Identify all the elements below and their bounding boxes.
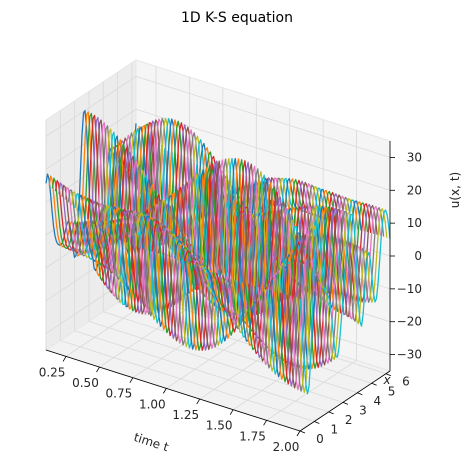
x-tick: [371, 382, 377, 386]
t-tick: [129, 377, 134, 383]
grid-line: [166, 328, 257, 389]
x-tick: [299, 430, 306, 434]
x-tick: [314, 421, 320, 424]
grid-line: [232, 349, 324, 411]
x-tick-label: 4: [373, 394, 381, 408]
u-axis-label: u(x, t): [448, 172, 462, 208]
x-axis-label: x: [382, 373, 391, 387]
t-axis-line: [45, 349, 301, 432]
u-tick-label: 20: [407, 183, 422, 197]
u-tick-label: −20: [397, 315, 422, 329]
t-tick: [229, 409, 234, 415]
x-tick: [328, 411, 334, 415]
u-tick-label: 10: [407, 216, 422, 230]
u-tick-label: −30: [397, 348, 422, 362]
grid-line: [45, 76, 137, 137]
grid-line: [45, 240, 137, 302]
grid-line: [103, 311, 358, 394]
u-tick-label: 30: [407, 150, 422, 164]
series-line: [292, 207, 385, 392]
grid-line: [135, 76, 391, 158]
u-tick-label: −10: [397, 282, 422, 296]
grid-line: [117, 301, 372, 384]
series-line: [296, 208, 388, 394]
grid-line: [45, 108, 137, 170]
series-group: [45, 109, 391, 395]
grid-line: [60, 340, 315, 422]
x-tick-label: 5: [388, 384, 396, 398]
t-tick-label: 1.50: [206, 419, 233, 433]
t-tick-label: 1.75: [239, 429, 266, 443]
t-tick: [62, 356, 67, 362]
t-tick: [96, 366, 100, 373]
t-tick: [263, 420, 267, 426]
x-tick-label: 6: [402, 375, 410, 389]
t-tick: [296, 430, 301, 437]
grid-line: [74, 330, 329, 413]
x-tick: [357, 392, 363, 396]
x-tick-label: 3: [359, 403, 367, 417]
series-line: [299, 209, 391, 395]
chart-title: 1D K-S equation: [181, 10, 293, 26]
u-tick-label: 0: [414, 249, 422, 263]
x-tick-label: 0: [316, 432, 324, 446]
t-tick-label: 0.50: [72, 376, 99, 390]
x-tick-label: 1: [331, 422, 339, 436]
x-tick: [385, 373, 392, 377]
t-tick-label: 1.00: [139, 397, 166, 411]
t-tick: [196, 398, 201, 405]
x-axis-line: [299, 370, 391, 432]
series-line: [289, 205, 382, 391]
t-tick-label: 0.75: [106, 387, 133, 401]
t-tick-label: 1.25: [172, 408, 199, 422]
t-tick-label: 2.00: [273, 440, 300, 454]
series-line: [286, 204, 378, 389]
grid-line: [266, 360, 357, 421]
x-tick-label: 2: [345, 413, 353, 427]
x-tick: [342, 401, 349, 405]
t-axis-label: time t: [132, 430, 170, 454]
t-tick: [162, 388, 167, 394]
tick-marks: 0.250.500.751.001.251.501.752.0001234563…: [39, 150, 422, 454]
t-tick-label: 0.25: [39, 365, 66, 379]
